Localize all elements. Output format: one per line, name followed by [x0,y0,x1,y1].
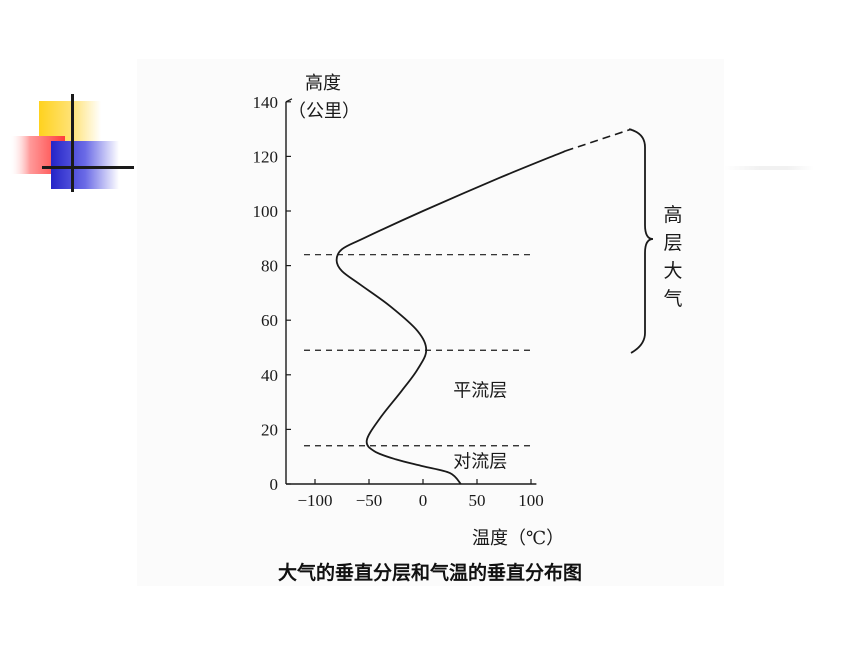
deco-vertical-line [71,94,74,192]
temperature-curve [335,150,566,485]
corner-decoration [11,94,134,192]
boundary-lines-group [304,254,534,447]
bracket-label-char: 气 [663,288,682,310]
y-axis-title-line2: （公里） [288,101,360,122]
y-tick-label: 100 [253,202,279,221]
x-tick-label: 50 [469,491,486,510]
curve-group [335,128,632,485]
x-tick-label: 0 [419,491,428,510]
figure-panel: 0 20 40 60 80 100 120 140 −100 −50 0 50 100 高度 （公里） … [137,59,724,586]
bracket-label-char: 大 [663,260,682,282]
y-tick-label: 0 [270,475,279,494]
layer-label: 平流层 [453,381,507,402]
y-tick-label: 40 [261,366,278,385]
y-tick-label: 120 [253,147,279,166]
y-tick-label: 60 [261,311,278,330]
deco-blue-square [51,141,119,189]
bracket-label-char: 高 [663,204,682,226]
high-atmosphere-bracket [628,128,654,354]
temperature-curve-extension [565,128,632,152]
x-tick-label: −50 [356,491,383,510]
x-axis-title: 温度（℃） [472,528,564,549]
chart-caption: 大气的垂直分层和气温的垂直分布图 [278,561,582,584]
y-tick-label: 80 [261,257,278,276]
ticks-group: 0 20 40 60 80 100 120 140 −100 −50 0 50 100 [253,93,544,510]
x-tick-label: −100 [297,491,332,510]
y-axis-title-line1: 高度 [305,73,341,94]
deco-horizontal-line [42,166,134,169]
axes-group [285,98,537,485]
layer-label: 对流层 [453,452,507,473]
x-tick-label: 100 [518,491,544,510]
bracket-label-char: 层 [663,232,682,254]
y-tick-label: 20 [261,420,278,439]
decorative-divider [724,166,814,170]
y-tick-label: 140 [253,93,279,112]
